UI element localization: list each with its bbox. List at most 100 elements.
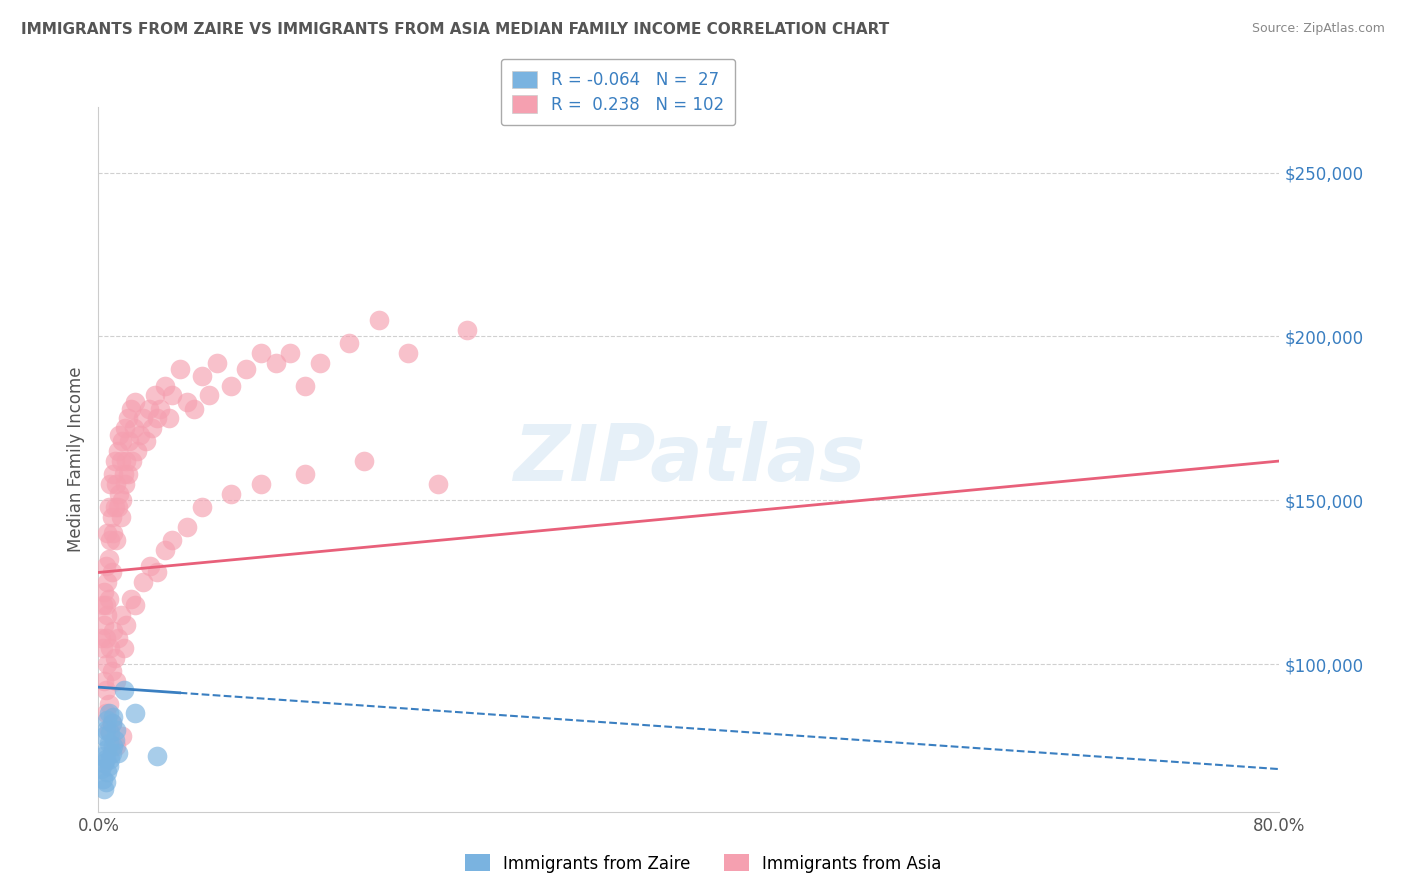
Point	[97, 736, 120, 750]
Point	[114, 421, 136, 435]
Point	[97, 706, 120, 721]
Point	[104, 732, 127, 747]
Point	[294, 467, 316, 482]
Point	[91, 640, 114, 655]
Point	[117, 467, 139, 482]
Point	[124, 395, 146, 409]
Point	[183, 401, 205, 416]
Point	[93, 756, 115, 770]
Point	[96, 713, 118, 727]
Point	[90, 631, 112, 645]
Point	[104, 454, 127, 468]
Point	[235, 362, 257, 376]
Point	[339, 336, 361, 351]
Point	[105, 673, 128, 688]
Point	[94, 706, 117, 721]
Point	[93, 585, 115, 599]
Point	[146, 566, 169, 580]
Point	[111, 493, 134, 508]
Point	[128, 427, 150, 442]
Point	[153, 378, 176, 392]
Point	[103, 624, 125, 639]
Point	[104, 500, 127, 514]
Point	[191, 368, 214, 383]
Point	[105, 723, 128, 737]
Point	[176, 519, 198, 533]
Point	[107, 746, 129, 760]
Point	[280, 346, 302, 360]
Point	[91, 772, 114, 786]
Point	[94, 558, 117, 573]
Point	[368, 313, 391, 327]
Point	[90, 762, 112, 776]
Point	[143, 388, 166, 402]
Point	[162, 388, 183, 402]
Point	[94, 683, 117, 698]
Point	[96, 575, 118, 590]
Point	[105, 477, 128, 491]
Point	[108, 487, 131, 501]
Point	[94, 631, 117, 645]
Point	[105, 533, 128, 547]
Point	[112, 640, 135, 655]
Point	[221, 378, 243, 392]
Point	[97, 759, 120, 773]
Point	[120, 591, 142, 606]
Point	[125, 444, 148, 458]
Point	[98, 533, 121, 547]
Point	[114, 477, 136, 491]
Point	[107, 444, 129, 458]
Point	[98, 726, 121, 740]
Point	[94, 775, 117, 789]
Point	[108, 427, 131, 442]
Point	[91, 599, 114, 613]
Point	[100, 746, 122, 760]
Point	[110, 454, 132, 468]
Point	[103, 739, 125, 754]
Point	[105, 739, 128, 754]
Point	[107, 500, 129, 514]
Point	[103, 467, 125, 482]
Text: Source: ZipAtlas.com: Source: ZipAtlas.com	[1251, 22, 1385, 36]
Point	[97, 723, 120, 737]
Point	[149, 401, 172, 416]
Point	[115, 454, 138, 468]
Point	[115, 618, 138, 632]
Point	[93, 729, 115, 743]
Point	[100, 664, 122, 678]
Point	[117, 411, 139, 425]
Point	[104, 650, 127, 665]
Point	[110, 608, 132, 623]
Point	[427, 477, 450, 491]
Point	[250, 346, 273, 360]
Point	[96, 742, 118, 756]
Text: ZIPatlas: ZIPatlas	[513, 421, 865, 498]
Legend: Immigrants from Zaire, Immigrants from Asia: Immigrants from Zaire, Immigrants from A…	[458, 847, 948, 880]
Point	[96, 608, 118, 623]
Point	[111, 434, 134, 449]
Point	[107, 631, 129, 645]
Point	[294, 378, 316, 392]
Point	[139, 558, 162, 573]
Point	[111, 729, 134, 743]
Point	[169, 362, 191, 376]
Point	[398, 346, 420, 360]
Point	[162, 533, 183, 547]
Point	[153, 542, 176, 557]
Point	[110, 509, 132, 524]
Point	[264, 356, 287, 370]
Point	[191, 500, 214, 514]
Point	[205, 356, 228, 370]
Point	[100, 716, 122, 731]
Point	[91, 749, 114, 764]
Point	[96, 526, 118, 541]
Point	[157, 411, 180, 425]
Point	[132, 575, 155, 590]
Point	[146, 411, 169, 425]
Point	[98, 477, 121, 491]
Point	[221, 487, 243, 501]
Point	[100, 716, 122, 731]
Point	[93, 781, 115, 796]
Point	[457, 323, 479, 337]
Point	[146, 749, 169, 764]
